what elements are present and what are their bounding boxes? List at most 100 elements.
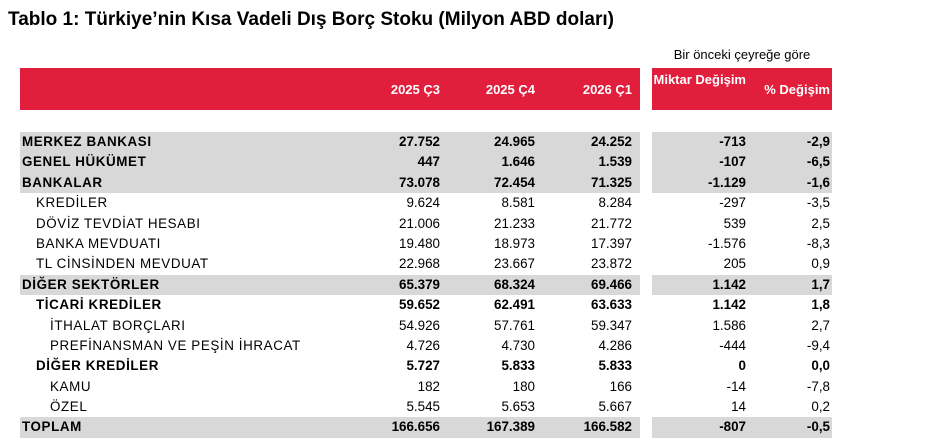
row-value: 21.006	[399, 215, 440, 231]
row-value: 1.539	[598, 154, 632, 170]
row-shading	[20, 132, 640, 153]
row-value: 1.142	[712, 276, 746, 292]
row-value: -0,5	[806, 419, 830, 435]
row-value: -107	[719, 154, 746, 170]
row-value: -1.576	[708, 235, 746, 251]
row-value: 1,7	[811, 276, 830, 292]
row-value: 27.752	[399, 134, 440, 149]
row-value: 62.491	[494, 297, 535, 313]
row-label: PREFİNANSMAN VE PEŞİN İHRACAT	[50, 337, 301, 353]
row-value: -9,4	[806, 337, 830, 353]
table-row: BANKA MEVDUATI 19.480 18.973 17.397 -1.576 -8…	[0, 234, 946, 254]
table-row: ÖZEL 5.545 5.653 5.667 14 0,2	[0, 397, 946, 417]
row-label: MERKEZ BANKASI	[22, 134, 152, 149]
column-header-amount-change: Miktar Değişim	[653, 72, 746, 87]
table-row: KREDİLER 9.624 8.581 8.284 -297 -3,5	[0, 193, 946, 213]
row-value: 69.466	[591, 276, 632, 292]
row-value: 18.973	[494, 235, 535, 251]
row-value: 63.633	[591, 297, 632, 313]
row-value: 54.926	[399, 317, 440, 333]
change-header-band	[652, 68, 832, 110]
row-value: 23.667	[494, 256, 535, 272]
row-shading	[652, 152, 832, 173]
row-value: 59.347	[591, 317, 632, 333]
table-title: Tablo 1: Türkiye’nin Kısa Vadeli Dış Bor…	[8, 9, 614, 30]
row-value: -713	[719, 134, 746, 149]
row-value: 19.480	[399, 235, 440, 251]
table-row: BANKALAR 73.078 72.454 71.325 -1.129 -1,6	[0, 172, 946, 194]
row-value: -14	[726, 378, 746, 394]
row-value: 2,5	[811, 215, 830, 231]
row-label: BANKA MEVDUATI	[36, 235, 161, 251]
row-value: 5.653	[501, 399, 535, 415]
table-row: TOPLAM 166.656 167.389 166.582 -807 -0,5	[0, 417, 946, 438]
row-value: 0,0	[811, 358, 830, 374]
table-row: GENEL HÜKÜMET 447 1.646 1.539 -107 -6,5	[0, 152, 946, 173]
column-header-percent-change: % Değişim	[764, 82, 830, 97]
row-value: 4.730	[501, 337, 535, 353]
row-value: -1.129	[708, 174, 746, 190]
row-value: 73.078	[399, 174, 440, 190]
row-shading	[652, 274, 832, 296]
row-value: 0,2	[811, 399, 830, 415]
row-value: 9.624	[406, 195, 440, 211]
row-value: 23.872	[591, 256, 632, 272]
row-value: 5.667	[598, 399, 632, 415]
row-value: 72.454	[494, 174, 535, 190]
row-value: 167.389	[486, 419, 535, 435]
row-value: 1.646	[501, 154, 535, 170]
row-value: -1,6	[806, 174, 830, 190]
row-value: 71.325	[591, 174, 632, 190]
table-row: DİĞER KREDİLER 5.727 5.833 5.833 0 0,0	[0, 356, 946, 376]
row-value: -297	[719, 195, 746, 211]
row-shading	[652, 172, 832, 194]
row-value: 1.142	[712, 297, 746, 313]
row-value: 0	[738, 358, 746, 374]
row-label: BANKALAR	[22, 174, 103, 190]
row-value: 68.324	[494, 276, 535, 292]
row-value: -8,3	[806, 235, 830, 251]
row-value: 4.286	[598, 337, 632, 353]
change-header-note: Bir önceki çeyreğe göre	[673, 47, 811, 62]
row-shading	[652, 132, 832, 153]
row-shading	[652, 417, 832, 438]
table-row: KAMU 182 180 166 -14 -7,8	[0, 377, 946, 397]
row-label: TL CİNSİNDEN MEVDUAT	[36, 256, 209, 272]
row-shading	[20, 274, 640, 296]
row-label: İTHALAT BORÇLARI	[50, 317, 186, 333]
table-row: DİĞER SEKTÖRLER 65.379 68.324 69.466 1.142 1,…	[0, 274, 946, 296]
table-row: DÖVİZ TEVDİAT HESABI 21.006 21.233 21.772 53…	[0, 214, 946, 234]
row-value: 539	[723, 215, 746, 231]
column-header-2025-q3: 2025 Ç3	[390, 82, 440, 97]
row-value: 17.397	[591, 235, 632, 251]
table-row: TİCARİ KREDİLER 59.652 62.491 63.633 1.142 1,…	[0, 295, 946, 315]
row-value: 205	[723, 256, 746, 272]
row-value: 4.726	[406, 337, 440, 353]
table-header-band	[20, 68, 640, 110]
row-value: 24.252	[591, 134, 632, 149]
row-shading	[20, 152, 640, 173]
row-label: TOPLAM	[22, 419, 82, 435]
table-row: MERKEZ BANKASI 27.752 24.965 24.252 -713 -2,9	[0, 132, 946, 153]
row-value: 21.233	[494, 215, 535, 231]
row-value: 8.284	[598, 195, 632, 211]
row-value: 5.545	[406, 399, 440, 415]
row-label: KREDİLER	[36, 195, 108, 211]
row-label: TİCARİ KREDİLER	[36, 297, 162, 313]
row-value: -807	[719, 419, 746, 435]
row-value: -3,5	[806, 195, 830, 211]
row-value: -2,9	[806, 134, 830, 149]
table-row: İTHALAT BORÇLARI 54.926 57.761 59.347 1.586 2…	[0, 316, 946, 336]
row-value: 2,7	[811, 317, 830, 333]
column-header-2026-q1: 2026 Ç1	[582, 82, 632, 97]
row-value: 166	[609, 378, 632, 394]
row-label: KAMU	[50, 378, 92, 394]
row-value: 57.761	[494, 317, 535, 333]
row-shading	[20, 417, 640, 438]
table-row: PREFİNANSMAN VE PEŞİN İHRACAT 4.726 4.730 4…	[0, 336, 946, 356]
row-value: 180	[512, 378, 535, 394]
row-label: DİĞER SEKTÖRLER	[22, 276, 160, 292]
row-value: 5.727	[406, 358, 440, 374]
row-label: GENEL HÜKÜMET	[22, 154, 147, 170]
row-value: 1.586	[712, 317, 746, 333]
